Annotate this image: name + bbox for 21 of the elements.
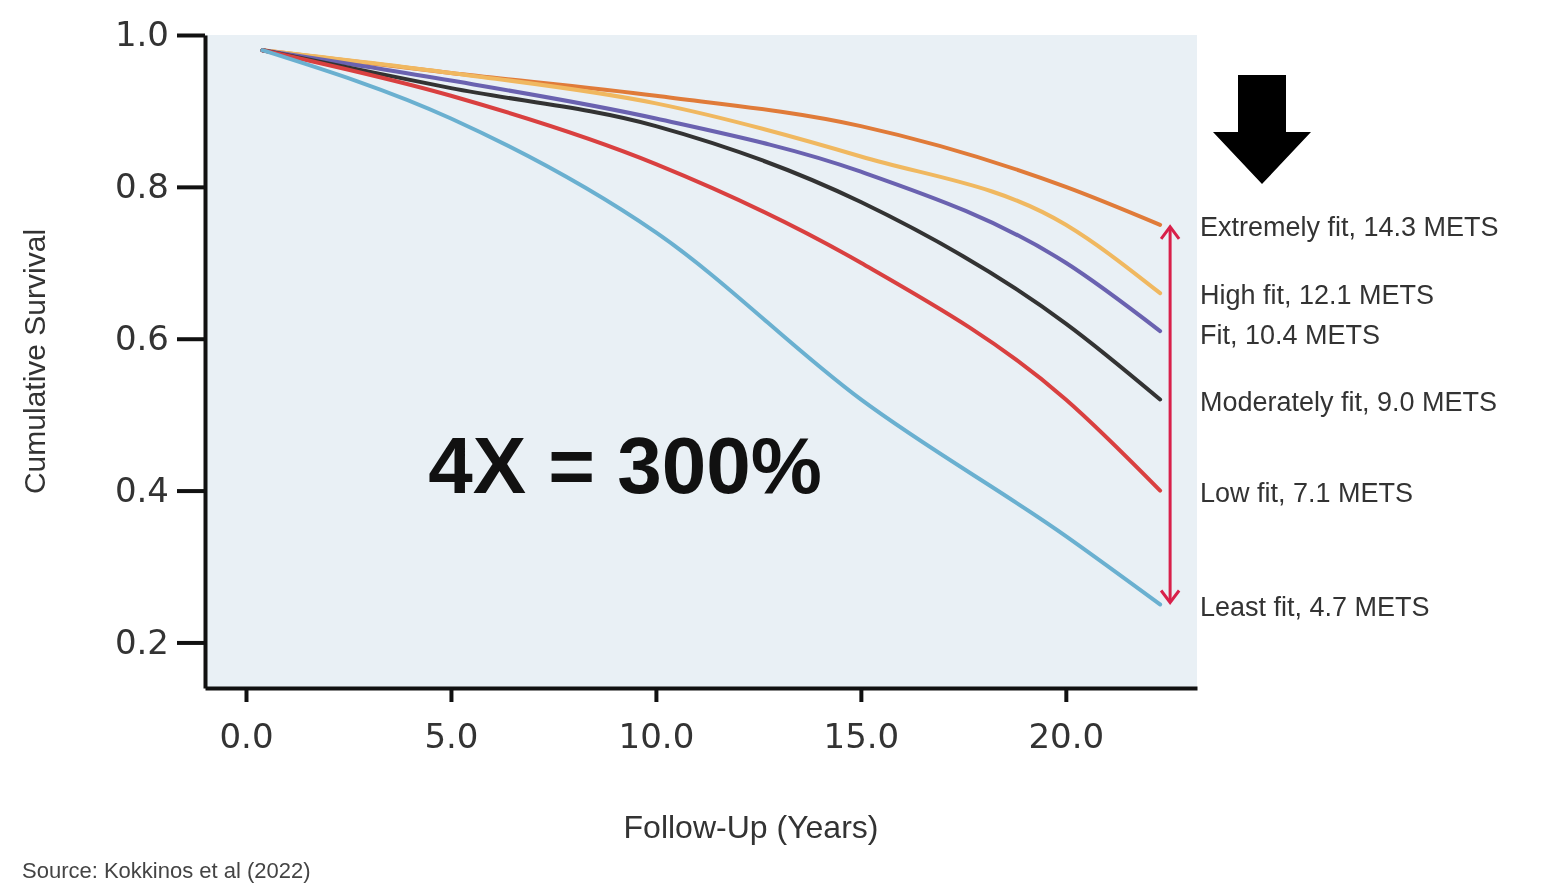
y-tick-label: 1.0 bbox=[114, 14, 169, 55]
series-label: Fit, 10.4 METS bbox=[1200, 320, 1381, 351]
source-note: Source: Kokkinos et al (2022) bbox=[22, 858, 311, 883]
y-tick-label: 0.4 bbox=[114, 469, 169, 510]
line-series bbox=[260, 48, 1163, 607]
x-tick-label: 20.0 bbox=[1028, 716, 1105, 757]
x-tick-label: 10.0 bbox=[618, 716, 695, 757]
series-label: Low fit, 7.1 METS bbox=[1200, 477, 1414, 508]
y-tick-label: 0.2 bbox=[114, 621, 169, 662]
annotation: 4X = 300% bbox=[428, 421, 822, 511]
series-label: Extremely fit, 14.3 METS bbox=[1200, 211, 1499, 242]
y-tick-label: 0.6 bbox=[114, 318, 169, 359]
y-tick-label: 0.8 bbox=[114, 166, 169, 207]
x-tick-label: 15.0 bbox=[823, 716, 900, 757]
x-tick-label: 5.0 bbox=[424, 716, 479, 757]
x-axis-title: Follow-Up (Years) bbox=[623, 809, 879, 845]
series-label: Least fit, 4.7 METS bbox=[1200, 591, 1430, 622]
x-tick-label: 0.0 bbox=[219, 716, 274, 757]
series-label: High fit, 12.1 METS bbox=[1200, 280, 1435, 311]
series-label: Moderately fit, 9.0 METS bbox=[1200, 386, 1498, 417]
y-axis-title: Cumulative Survival bbox=[18, 228, 51, 495]
